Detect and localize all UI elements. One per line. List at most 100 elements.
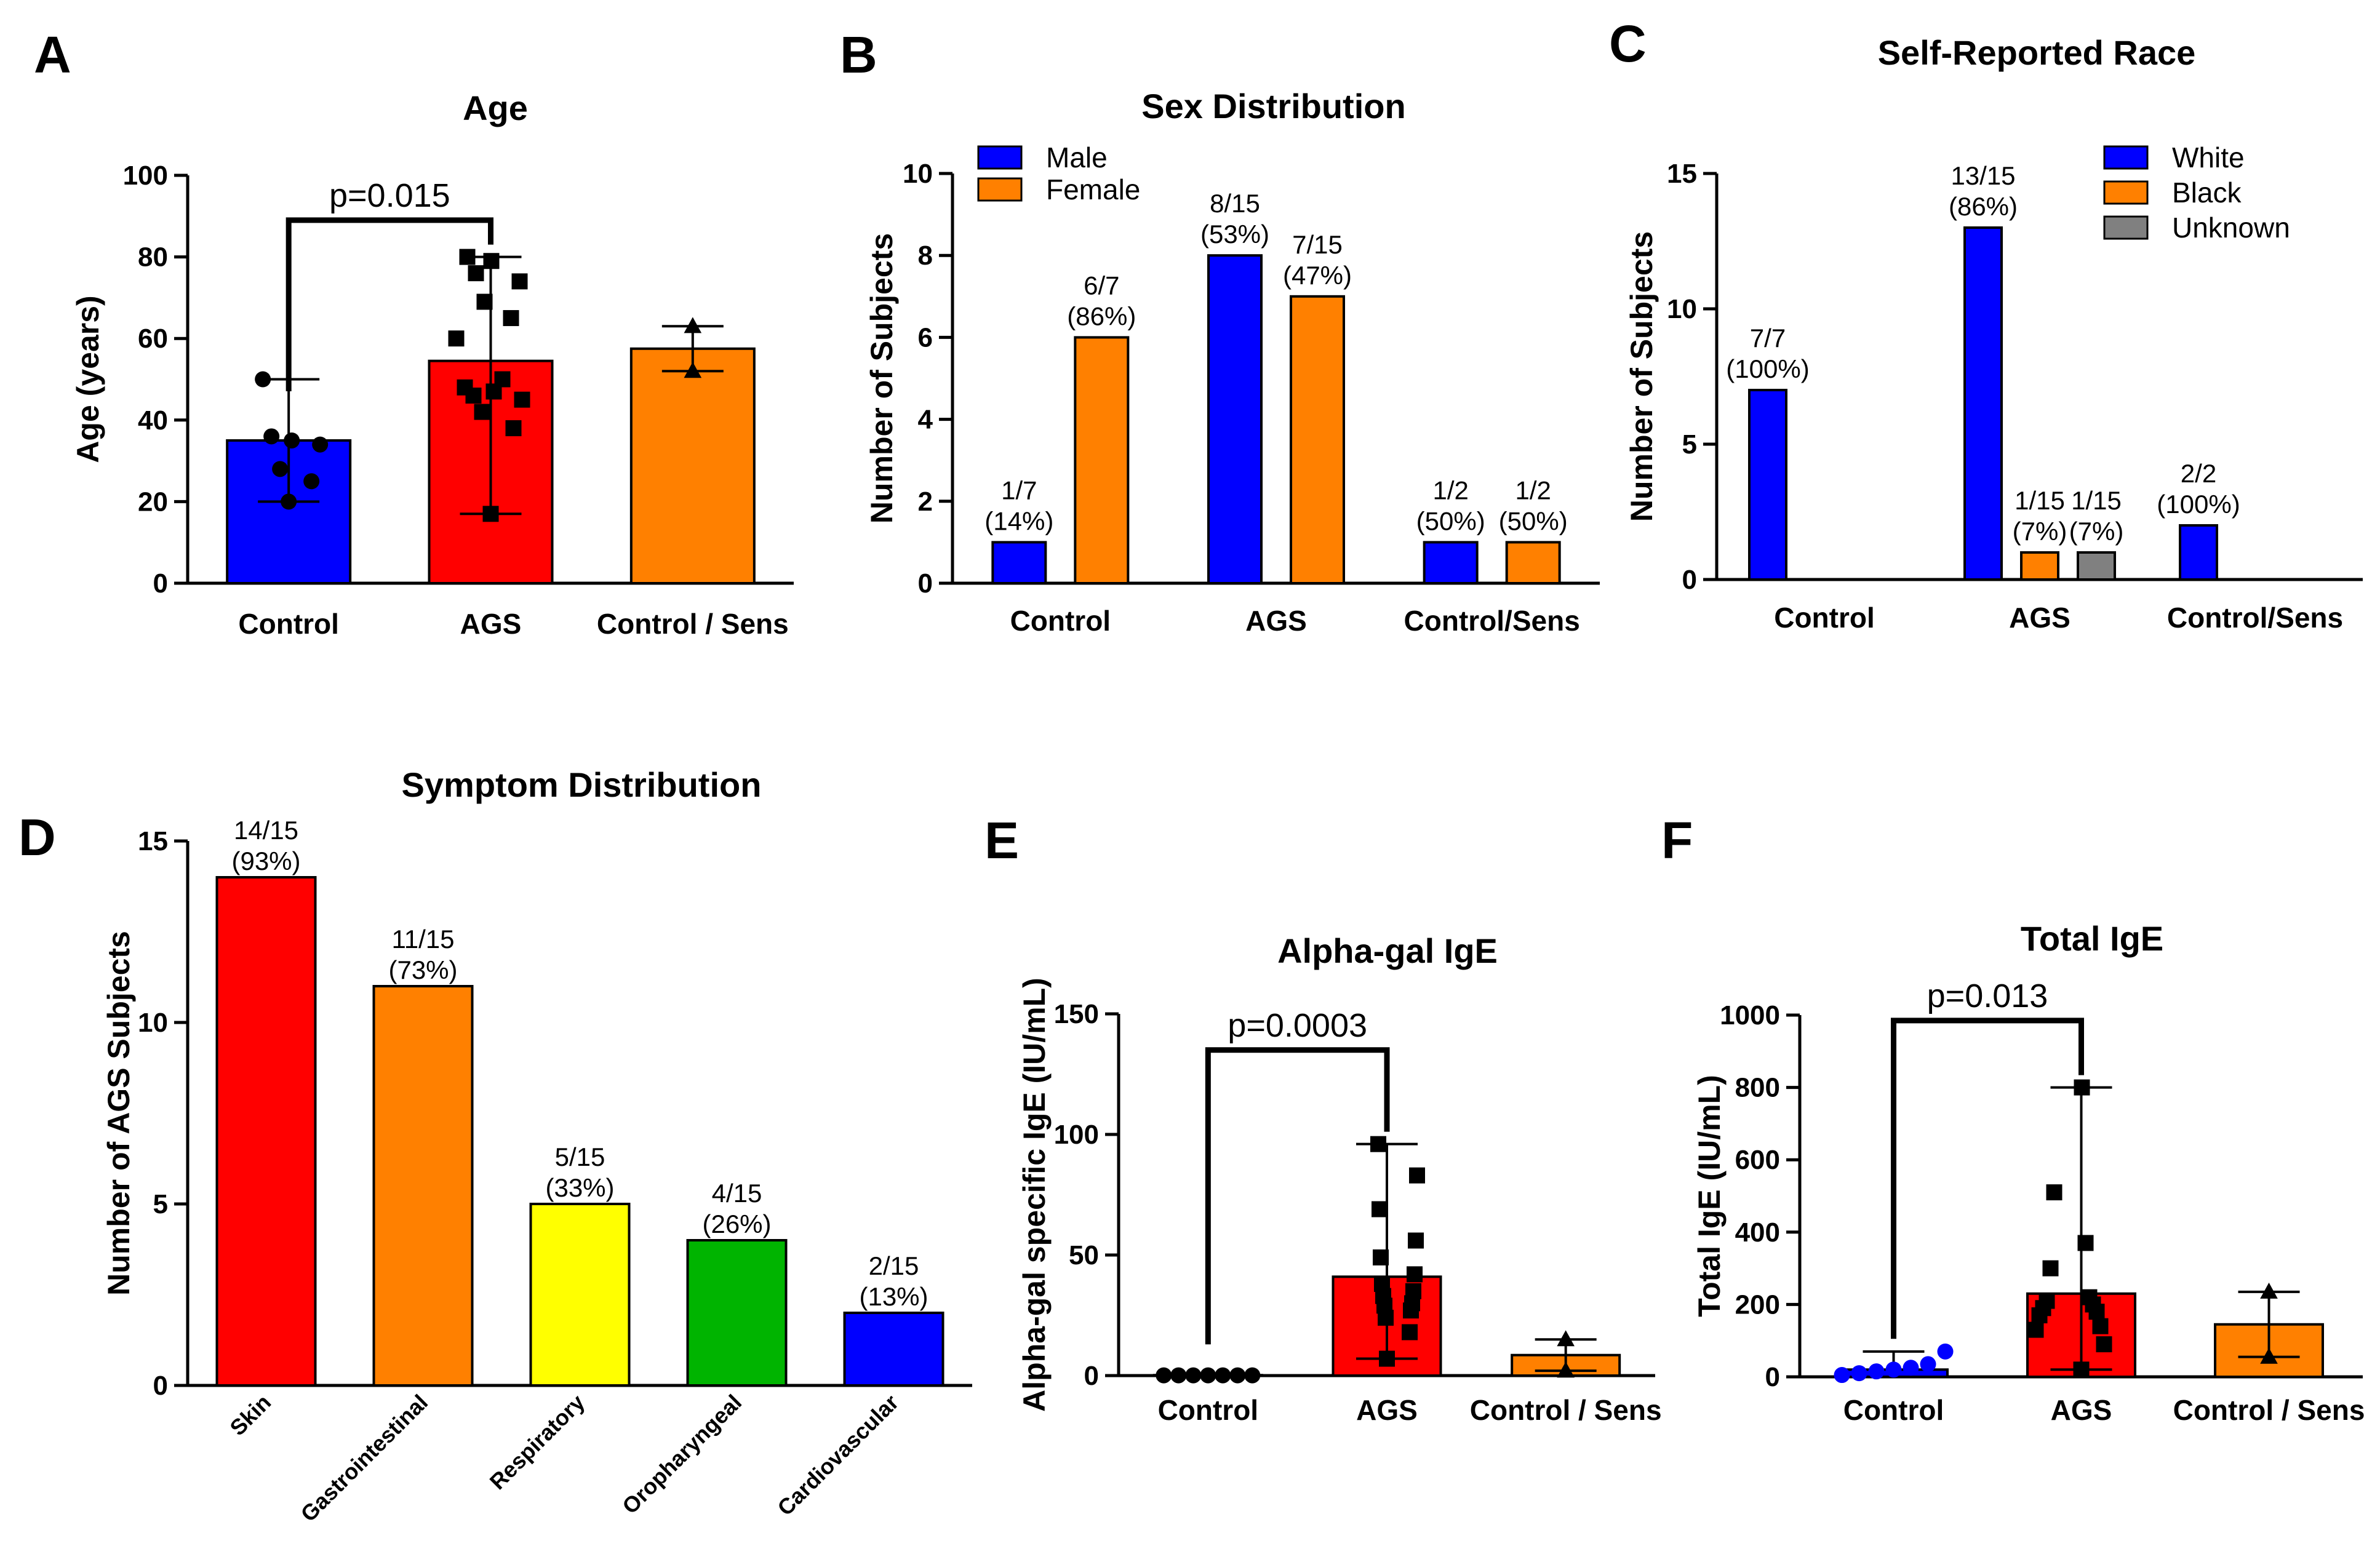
data-point — [474, 404, 490, 420]
bar — [843, 1312, 944, 1387]
bar — [215, 876, 317, 1387]
x-tick-label: Control — [1774, 602, 1875, 634]
data-point — [1885, 1361, 1902, 1378]
panel-label: A — [34, 26, 71, 84]
data-point — [503, 310, 519, 327]
x-tick-label: Oropharyngeal — [617, 1390, 746, 1519]
bar-black — [2020, 551, 2059, 581]
legend-label-unknown: Unknown — [2172, 212, 2290, 244]
data-point — [1557, 1361, 1575, 1378]
bar-white — [1748, 389, 1787, 581]
y-tick-label: 150 — [1054, 999, 1099, 1029]
legend-swatch-white — [2103, 145, 2149, 170]
y-tick-label: 10 — [1667, 294, 1697, 324]
bar-percent-label: (86%) — [1949, 192, 2018, 221]
y-tick-label: 0 — [153, 1371, 168, 1401]
data-point — [1170, 1367, 1187, 1384]
data-point — [459, 249, 476, 265]
bar — [529, 1203, 631, 1387]
bar-count-label: 14/15 — [234, 816, 298, 845]
data-point — [457, 379, 473, 396]
bar-percent-label: (7%) — [2013, 517, 2067, 546]
y-tick-label: 4 — [918, 405, 933, 435]
y-tick-label: 0 — [1084, 1361, 1099, 1391]
x-tick-label: Respiratory — [485, 1390, 589, 1494]
data-point — [2042, 1260, 2059, 1277]
bar-count-label: 8/15 — [1210, 189, 1260, 218]
y-axis-label: Number of AGS Subjects — [102, 931, 136, 1296]
panel-f: F Total IgE 0 200 400 600 800 1000 Total IgE (IU… — [1661, 811, 2365, 1426]
data-point — [303, 473, 320, 490]
data-point — [2027, 1321, 2044, 1338]
p-value-label: p=0.0003 — [1228, 1007, 1367, 1044]
data-point — [1215, 1367, 1231, 1384]
panel-d: D Symptom Distribution 0 5 10 15 Number of AGS… — [18, 765, 972, 1526]
chart-title: Alpha-gal IgE — [1277, 931, 1498, 970]
y-tick-label: 0 — [1682, 565, 1697, 595]
x-tick-label: Control/Sens — [2167, 602, 2343, 634]
y-tick-label: 5 — [153, 1189, 168, 1219]
significance-bracket — [286, 217, 493, 391]
bar-percent-label: (100%) — [1726, 354, 1809, 383]
bar-percent-label: (73%) — [388, 955, 457, 984]
x-tick-label: Control / Sens — [2173, 1394, 2365, 1426]
significance-bracket — [1205, 1047, 1390, 1345]
bar-count-label: 1/2 — [1432, 476, 1468, 504]
data-point — [2096, 1336, 2112, 1353]
bar-count-label: 4/15 — [712, 1179, 762, 1208]
data-point — [494, 371, 511, 388]
bar-female — [1290, 295, 1345, 584]
data-point — [2039, 1293, 2055, 1309]
chart-title: Symptom Distribution — [402, 765, 762, 804]
y-tick-label: 800 — [1735, 1073, 1780, 1103]
y-tick-label: 10 — [903, 159, 933, 189]
data-point — [1156, 1367, 1172, 1384]
data-point — [2260, 1282, 2278, 1299]
data-point — [2081, 1289, 2098, 1305]
x-tick-label: Control — [238, 608, 339, 640]
y-tick-label: 0 — [153, 568, 168, 599]
data-point — [1903, 1360, 1919, 1376]
data-point — [448, 330, 465, 347]
bar-percent-label: (7%) — [2069, 517, 2124, 546]
bar-white — [1963, 226, 2003, 581]
bar-female — [1074, 336, 1130, 585]
panel-a: A Age 0 20 40 60 80 100 Age (years) Control AGS Con… — [34, 26, 794, 640]
bar-count-label: 6/7 — [1084, 271, 1119, 300]
y-tick-label: 15 — [1667, 159, 1697, 189]
data-point — [2092, 1318, 2109, 1334]
panel-label: C — [1609, 15, 1647, 73]
bar-percent-label: (86%) — [1067, 301, 1136, 330]
bar-white — [2179, 524, 2218, 581]
legend-swatch-black — [2103, 180, 2149, 205]
data-point — [1920, 1356, 1936, 1373]
y-axis-label: Number of Subjects — [865, 233, 899, 524]
y-tick-label: 1000 — [1720, 1000, 1780, 1030]
data-point — [1244, 1367, 1261, 1384]
x-tick-label: Control — [1158, 1394, 1259, 1426]
data-point — [1407, 1266, 1423, 1283]
data-point — [272, 461, 289, 477]
y-tick-label: 15 — [138, 826, 168, 856]
y-tick-label: 100 — [1054, 1120, 1099, 1150]
bar-percent-label: (93%) — [231, 847, 300, 875]
y-tick-label: 100 — [123, 161, 168, 191]
panel-label: E — [984, 811, 1019, 869]
p-value-label: p=0.015 — [329, 177, 450, 214]
data-point — [505, 420, 522, 437]
x-tick-label: Control — [1843, 1394, 1944, 1426]
x-tick-label: AGS — [2009, 602, 2071, 634]
y-axis-label: Alpha-gal specific IgE (IU/mL) — [1017, 978, 1052, 1412]
bar-count-label: 5/15 — [555, 1142, 605, 1171]
panel-c: C Self-Reported Race 0 5 10 15 Number of Subje… — [1609, 15, 2363, 634]
data-point — [511, 273, 528, 290]
data-point — [312, 436, 329, 453]
panel-label: B — [840, 26, 877, 84]
data-point — [1557, 1330, 1575, 1347]
data-point — [1372, 1201, 1388, 1217]
bar-male — [1423, 541, 1479, 585]
data-point — [2077, 1235, 2094, 1251]
x-tick-label: Control / Sens — [597, 608, 789, 640]
x-tick-label: AGS — [2051, 1394, 2112, 1426]
